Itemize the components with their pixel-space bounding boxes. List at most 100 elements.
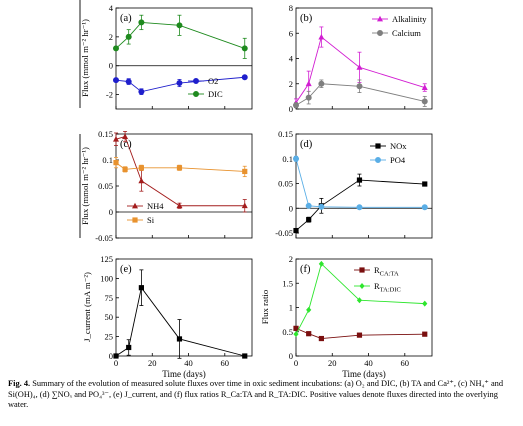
data-point bbox=[305, 80, 312, 87]
data-point bbox=[176, 165, 183, 171]
data-point bbox=[293, 227, 299, 234]
legend-label: PO4 bbox=[390, 155, 406, 165]
y-tick-label-b: 8 bbox=[289, 3, 293, 13]
data-point bbox=[176, 22, 183, 29]
data-point bbox=[138, 177, 145, 184]
data-point bbox=[318, 260, 324, 267]
series-DIC bbox=[113, 14, 248, 59]
data-point bbox=[242, 353, 248, 359]
y-tick-label-a: -2 bbox=[106, 90, 113, 100]
y-tick-label-b: 6 bbox=[289, 28, 293, 38]
data-point bbox=[305, 94, 312, 101]
data-point bbox=[293, 331, 299, 338]
y-tick-label-d: 0.15 bbox=[278, 129, 293, 139]
y-tick-label-a: 2 bbox=[109, 32, 113, 42]
series-NH4 bbox=[113, 130, 248, 213]
y-tick-label-c: 0 bbox=[109, 207, 113, 217]
data-point bbox=[293, 155, 299, 162]
panel-label-a: (a) bbox=[120, 13, 132, 24]
panel-label-f: (f) bbox=[300, 264, 311, 275]
panel-d: -0.05 0 0.05 0.1 0.15 (d) NOx PO4 bbox=[275, 129, 433, 239]
legend-d: NOx PO4 bbox=[370, 141, 407, 165]
data-point bbox=[422, 181, 428, 187]
data-point bbox=[125, 78, 132, 85]
x-tick-label-e: 0 bbox=[114, 358, 118, 368]
x-tick-label-f: 0 bbox=[294, 358, 298, 368]
data-point bbox=[125, 33, 132, 40]
series-R_Ca:TA bbox=[293, 325, 428, 342]
data-point bbox=[241, 202, 248, 209]
y-tick-label-f: 1.5 bbox=[282, 278, 293, 288]
legend-label: DIC bbox=[208, 89, 223, 99]
x-tick-label-e: 20 bbox=[148, 358, 157, 368]
y-tick-label-c: -0.05 bbox=[95, 233, 113, 243]
legend-label: Si bbox=[147, 215, 155, 225]
panel-label-b: (b) bbox=[300, 13, 313, 24]
legend-marker bbox=[377, 15, 383, 22]
x-tick-label-e: 60 bbox=[221, 358, 230, 368]
data-point bbox=[318, 80, 325, 87]
data-point bbox=[113, 353, 119, 359]
y-tick-label-a: 4 bbox=[109, 3, 114, 13]
data-point bbox=[422, 300, 428, 307]
series-R_TA:DIC bbox=[293, 260, 428, 338]
legend-marker bbox=[132, 202, 138, 209]
y-tick-label-f: 2 bbox=[289, 254, 293, 264]
data-point bbox=[421, 84, 428, 90]
legend-marker bbox=[359, 267, 365, 273]
data-point bbox=[176, 336, 183, 342]
data-point bbox=[421, 204, 428, 211]
data-point bbox=[241, 45, 248, 52]
panel-e: 0 25 50 75 100 125 0 20 40 60 (e) bbox=[100, 254, 253, 368]
y-tick-label-e: 50 bbox=[105, 312, 114, 322]
panel-b: 0 2 4 6 8 (b) Alkalinity Calcium bbox=[289, 3, 433, 114]
data-point bbox=[113, 136, 119, 142]
panel-c: -0.05 0 0.05 0.1 0.15 (c) NH4 Si bbox=[95, 129, 253, 243]
legend-b: Alkalinity Calcium bbox=[372, 14, 427, 38]
figure-caption: Fig. 4. Summary of the evolution of meas… bbox=[8, 379, 518, 411]
data-point bbox=[138, 88, 145, 95]
y-tick-label-f: 0.5 bbox=[282, 327, 293, 337]
y-tick-label-c: 0.1 bbox=[102, 155, 113, 165]
y-tick-label-d: 0 bbox=[289, 203, 293, 213]
legend-c: NH4 Si bbox=[127, 201, 164, 225]
y-tick-label-d: 0.1 bbox=[282, 154, 293, 164]
y-tick-label-f: 0 bbox=[289, 351, 293, 361]
legend-label: NOx bbox=[390, 141, 407, 151]
data-point bbox=[241, 74, 248, 81]
panel-label-d: (d) bbox=[300, 139, 313, 150]
data-point bbox=[293, 325, 299, 331]
plot-frame-a bbox=[115, 7, 253, 110]
legend-marker bbox=[359, 283, 365, 289]
series-J_current bbox=[113, 269, 248, 359]
legend-marker bbox=[193, 78, 199, 84]
legend-label: O2 bbox=[208, 76, 218, 86]
y-axis-title-flux-ratio: Flux ratio bbox=[260, 289, 270, 324]
data-point bbox=[293, 102, 299, 109]
legend-marker bbox=[132, 217, 138, 223]
caption-lead: Fig. 4. bbox=[8, 379, 31, 388]
series-O2 bbox=[113, 74, 248, 95]
data-point bbox=[305, 202, 312, 209]
panel-label-e: (e) bbox=[120, 264, 132, 275]
data-point bbox=[176, 80, 183, 87]
x-axis-title-right: Time (days) bbox=[342, 369, 385, 379]
data-point bbox=[318, 203, 325, 210]
legend-marker bbox=[375, 143, 381, 149]
y-tick-label-f: 1 bbox=[289, 303, 293, 313]
y-axis-title-flux-lower: Flux (mmol m⁻² hr⁻¹) bbox=[80, 147, 90, 225]
caption-text: Summary of the evolution of measured sol… bbox=[8, 379, 504, 410]
legend-f: RCA:TA RTA:DIC bbox=[354, 265, 401, 294]
data-point bbox=[138, 285, 144, 291]
data-point bbox=[422, 331, 428, 337]
series-PO4 bbox=[293, 155, 428, 211]
data-point bbox=[113, 45, 119, 52]
data-point bbox=[318, 335, 324, 342]
y-tick-label-e: 0 bbox=[109, 351, 113, 361]
x-tick-label-f: 40 bbox=[364, 358, 373, 368]
legend-marker bbox=[375, 157, 381, 163]
y-tick-label-e: 25 bbox=[105, 332, 114, 342]
data-point bbox=[113, 160, 119, 166]
panel-label-c: (c) bbox=[120, 139, 132, 150]
